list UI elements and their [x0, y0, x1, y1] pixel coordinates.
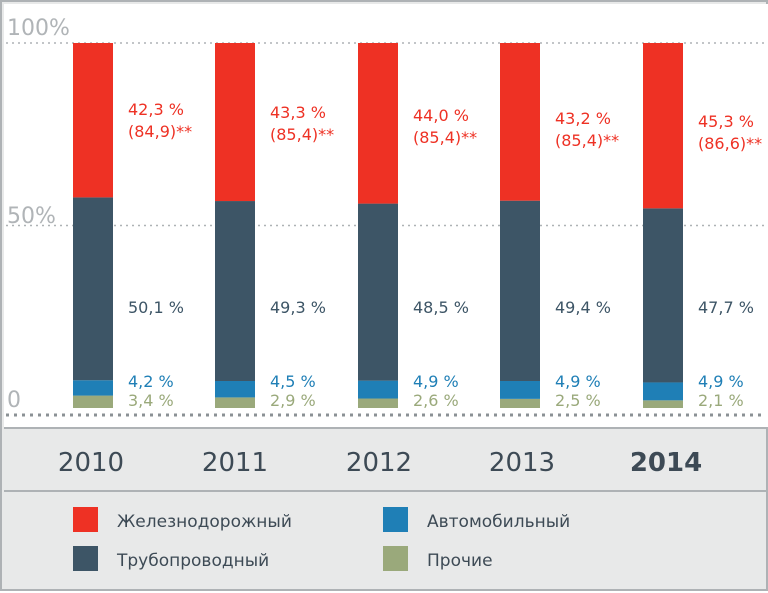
data-label-pipe: 48,5 % — [413, 298, 469, 317]
legend-label-other: Прочие — [427, 551, 493, 571]
bar-segment-auto — [358, 380, 398, 399]
data-label-rail: 42,3 % — [128, 100, 184, 119]
data-label-other: 2,6 % — [413, 391, 459, 410]
data-label-auto: 4,9 % — [698, 372, 744, 391]
bar-segment-other — [358, 398, 398, 408]
data-label-pipe: 49,4 % — [555, 298, 611, 317]
data-label-other: 2,5 % — [555, 391, 601, 410]
bar-segment-rail — [643, 43, 683, 209]
data-label-pipe: 49,3 % — [270, 298, 326, 317]
x-tick-label: 2011 — [202, 448, 268, 478]
data-label-other: 2,1 % — [698, 391, 744, 410]
data-label-rail: 44,0 % — [413, 106, 469, 125]
data-label-rail-extra: (84,9)** — [128, 122, 192, 141]
bar-segment-auto — [215, 380, 255, 398]
legend-swatch-pipe — [73, 546, 98, 571]
data-label-rail: 43,2 % — [555, 109, 611, 128]
bar-segment-pipe — [643, 208, 683, 383]
bar-segment-auto — [643, 382, 683, 401]
data-label-pipe: 47,7 % — [698, 298, 754, 317]
data-label-auto: 4,9 % — [413, 372, 459, 391]
y-tick-label: 50% — [7, 204, 56, 229]
data-label-auto: 4,2 % — [128, 372, 174, 391]
legend-swatch-other — [383, 546, 408, 571]
bar-segment-other — [215, 397, 255, 408]
bar-segment-rail — [215, 43, 255, 202]
bar-segment-pipe — [358, 203, 398, 381]
data-label-rail: 45,3 % — [698, 112, 754, 131]
y-tick-label: 100% — [7, 16, 70, 41]
bar-segment-rail — [73, 43, 113, 198]
bar-segment-pipe — [500, 200, 540, 381]
bar-segment-other — [500, 398, 540, 408]
data-label-pipe: 50,1 % — [128, 298, 184, 317]
y-tick-label: 0 — [7, 388, 21, 413]
bar-segment-pipe — [73, 197, 113, 381]
data-label-auto: 4,9 % — [555, 372, 601, 391]
bar-segment-rail — [358, 43, 398, 204]
bar-segment-other — [73, 395, 113, 408]
data-label-rail-extra: (85,4)** — [555, 131, 619, 150]
x-tick-label: 2012 — [346, 448, 412, 478]
bar-segment-auto — [73, 380, 113, 396]
legend-label-pipe: Трубопроводный — [116, 551, 269, 571]
data-label-other: 3,4 % — [128, 391, 174, 410]
bar-segment-pipe — [215, 201, 255, 381]
data-label-rail: 43,3 % — [270, 103, 326, 122]
legend-swatch-auto — [383, 507, 408, 532]
x-tick-label: 2013 — [489, 448, 555, 478]
legend-swatch-rail — [73, 507, 98, 532]
x-tick-label: 2010 — [58, 448, 124, 478]
data-label-rail-extra: (85,4)** — [413, 128, 477, 147]
data-label-auto: 4,5 % — [270, 372, 316, 391]
data-label-rail-extra: (85,4)** — [270, 125, 334, 144]
data-label-other: 2,9 % — [270, 391, 316, 410]
bar-segment-auto — [500, 380, 540, 399]
data-label-rail-extra: (86,6)** — [698, 134, 762, 153]
bar-segment-rail — [500, 43, 540, 201]
bar-segment-other — [643, 400, 683, 408]
legend-label-rail: Железнодорожный — [117, 512, 292, 532]
x-tick-label: 2014 — [630, 448, 702, 478]
legend-label-auto: Автомобильный — [427, 512, 570, 532]
